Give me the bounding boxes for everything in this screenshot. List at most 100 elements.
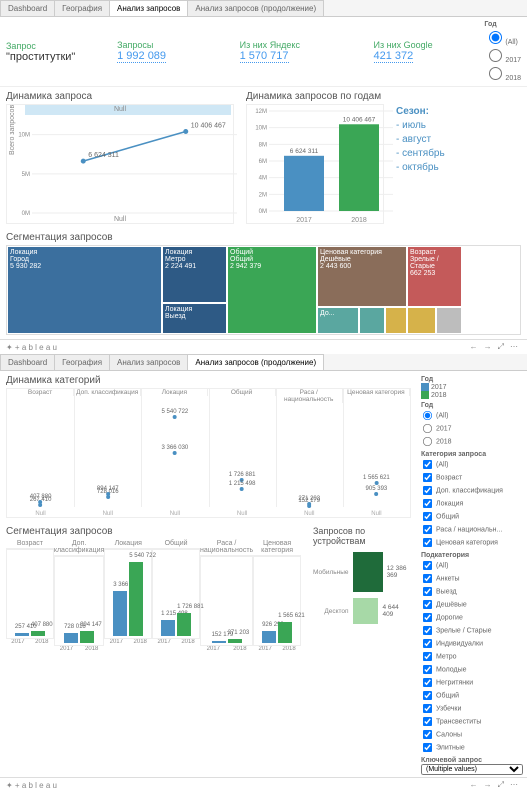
svg-text:10 406 467: 10 406 467 — [191, 122, 226, 129]
filters-panel: Год20172018Год(All)20172018Категория зап… — [417, 371, 527, 777]
device-value-1: 4 644 409 — [382, 604, 411, 618]
dyn-cat-chart: ВозрастДоп. классификацияЛокацияОбщийРас… — [6, 388, 411, 518]
filter-cat-1[interactable]: Возраст — [421, 471, 523, 484]
tab-3[interactable]: Анализ запросов (продолжение) — [187, 0, 324, 16]
filter-subcat-0[interactable]: (All) — [421, 559, 523, 572]
device-block-1 — [353, 598, 379, 624]
device-label-0: Мобильные — [313, 569, 349, 576]
seg2-bars-5: 926 293 1 565 621 — [253, 556, 301, 646]
svg-text:6M: 6M — [259, 159, 267, 165]
season-item-0: - июль — [396, 119, 504, 133]
seg2-cat-2: Локация — [104, 539, 152, 549]
treemap1-title: Сегментация запросов — [6, 232, 521, 243]
filter-subcat-1[interactable]: Анкеты — [421, 572, 523, 585]
seg2-bars-0: 257 410 407 880 — [6, 549, 54, 639]
kpi-value-0: 1 992 089 — [117, 50, 166, 63]
tab-1[interactable]: География — [54, 354, 110, 370]
filter-subcat-7[interactable]: Метро — [421, 650, 523, 663]
svg-text:10M: 10M — [18, 133, 30, 139]
tab-3[interactable]: Анализ запросов (продолжение) — [187, 354, 324, 370]
dyn-single-chart: 0M 5M 10M 6 624 311 10 406 467 — [7, 105, 247, 225]
year-opt-2[interactable]: 2018 — [484, 75, 521, 82]
filter-cat-4[interactable]: Общий — [421, 510, 523, 523]
filter-subcat-11[interactable]: Узбечки — [421, 702, 523, 715]
svg-text:5M: 5M — [22, 172, 30, 178]
filter-year-2[interactable]: 2018 — [421, 435, 523, 448]
svg-text:2017: 2017 — [296, 217, 312, 224]
filter-subcat-12[interactable]: Трансвеститы — [421, 715, 523, 728]
filter-subcat-2[interactable]: Выезд — [421, 585, 523, 598]
tableau-brand-2: ✦ + a b l e a u — [6, 781, 57, 790]
seg2-cat-1: Доп. классификация — [54, 539, 105, 556]
svg-text:10 406 467: 10 406 467 — [343, 116, 376, 123]
season-item-2: - сентябрь — [396, 147, 504, 161]
tab-2[interactable]: Анализ запросов — [109, 0, 188, 16]
svg-text:12M: 12M — [255, 109, 267, 115]
dyn-year-chart: 0M2M4M6M8M10M12M6 624 311201710 406 4672… — [247, 105, 397, 225]
devices-chart: Мобильные 12 386 369 Десктоп 4 644 409 — [313, 552, 411, 624]
tabs-bottom: DashboardГеографияАнализ запросовАнализ … — [0, 354, 527, 371]
kpi-label-1: Из них Яндекс — [240, 40, 300, 50]
devices-title: Запросов по устройствам — [313, 526, 411, 546]
legend-item-1: 2018 — [421, 391, 523, 399]
tab-2[interactable]: Анализ запросов — [109, 354, 188, 370]
svg-text:2018: 2018 — [351, 217, 367, 224]
dyn-single-ylabel: Всего запросов — [9, 105, 16, 155]
filter-cat-5[interactable]: Раса / национальн... — [421, 523, 523, 536]
filter-cat-3[interactable]: Локация — [421, 497, 523, 510]
kpi-value-2: 421 372 — [374, 50, 414, 63]
svg-text:8M: 8M — [259, 142, 267, 148]
svg-text:10M: 10M — [255, 126, 267, 132]
kpi-row: Запрос "проститутки" Запросы 1 992 089Из… — [0, 17, 527, 87]
dyn-cat-title: Динамика категорий — [6, 375, 411, 386]
seg2-title: Сегментация запросов — [6, 526, 301, 537]
seg2-cat-3: Общий — [152, 539, 200, 549]
tab-0[interactable]: Dashboard — [0, 0, 55, 16]
svg-text:2M: 2M — [259, 192, 267, 198]
dyn-single-header-label: Null — [7, 106, 233, 113]
nav-arrows-top[interactable]: ←→⤢⋯ — [467, 342, 521, 352]
seg2-bars-1: 728 016 894 147 — [54, 556, 105, 646]
filter-subcat-6[interactable]: Индивидуалки — [421, 637, 523, 650]
kpi-label-0: Запросы — [117, 40, 166, 50]
tab-0[interactable]: Dashboard — [0, 354, 55, 370]
seg2-bars-3: 1 215 498 1 726 881 — [152, 549, 200, 639]
device-label-1: Десктоп — [313, 608, 349, 615]
filter-year-1[interactable]: 2017 — [421, 422, 523, 435]
season-title: Сезон: — [396, 105, 504, 119]
tab-1[interactable]: География — [54, 0, 110, 16]
query-label: Запрос — [6, 41, 95, 51]
season-box: Сезон: - июль- август- сентябрь- октябрь — [390, 87, 510, 228]
filter-subcat-5[interactable]: Зрелые / Старые — [421, 624, 523, 637]
year-opt-0[interactable]: (All) — [484, 39, 517, 46]
svg-text:6 624 311: 6 624 311 — [88, 152, 119, 159]
year-filter-top[interactable]: Год(All)20172018 — [484, 21, 521, 82]
seg2-cat-4: Раса / национальность — [200, 539, 253, 556]
filter-cat-6[interactable]: Ценовая категория — [421, 536, 523, 549]
filter-cat-0[interactable]: (All) — [421, 458, 523, 471]
filter-keyquery[interactable]: (Multiple values) — [421, 764, 523, 775]
filter-cat-2[interactable]: Доп. классификация — [421, 484, 523, 497]
tableau-brand: ✦ + a b l e a u — [6, 343, 57, 352]
kpi-label-2: Из них Google — [374, 40, 433, 50]
seg2-bars-2: 3 366 030 5 540 722 — [104, 549, 152, 639]
year-opt-1[interactable]: 2017 — [484, 57, 521, 64]
dyn-single-title: Динамика запроса — [6, 91, 234, 102]
filter-subcat-4[interactable]: Дорогие — [421, 611, 523, 624]
legend-item-0: 2017 — [421, 383, 523, 391]
filter-subcat-13[interactable]: Салоны — [421, 728, 523, 741]
filter-subcat-9[interactable]: Негритянки — [421, 676, 523, 689]
nav-arrows-bottom[interactable]: ←→⤢⋯ — [467, 780, 521, 790]
treemap1[interactable]: ЛокацияГород5 930 282 ЛокацияМетро2 224 … — [6, 245, 521, 335]
seg2-cat-5: Ценовая категория — [253, 539, 301, 556]
filter-subcat-8[interactable]: Молодые — [421, 663, 523, 676]
filter-subcat-14[interactable]: Элитные — [421, 741, 523, 754]
dyn-single-xlabel: Null — [114, 216, 126, 223]
seg2-cat-0: Возраст — [6, 539, 54, 549]
svg-text:0M: 0M — [22, 211, 30, 217]
svg-text:4M: 4M — [259, 176, 267, 182]
filter-subcat-10[interactable]: Общий — [421, 689, 523, 702]
filter-year-0[interactable]: (All) — [421, 409, 523, 422]
svg-text:6 624 311: 6 624 311 — [290, 148, 319, 155]
kpi-value-1: 1 570 717 — [240, 50, 289, 63]
